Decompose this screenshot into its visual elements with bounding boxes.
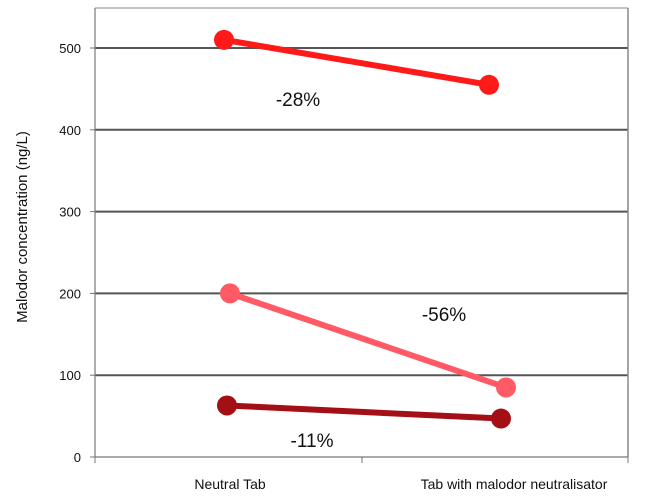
series-0-point-1 [479,74,499,95]
axes [90,8,629,463]
y-axis-title: Malodor concentration (ng/L) [14,131,31,323]
y-tick-labels: 0 100 200 300 400 500 [59,41,81,465]
series-0-line [221,36,492,88]
series-2-point-0 [217,395,237,416]
series-1-line [227,290,509,391]
series-2-point-1 [491,408,511,429]
y-tick-label-200: 200 [59,286,81,301]
series-1-point-1 [496,377,516,398]
annotation-series-1: -56% [422,305,466,326]
x-category-label-0: Neutral Tab [194,476,266,492]
annotations: -28% -56% -11% [276,90,466,452]
annotation-series-2: -11% [291,431,334,452]
y-tick-label-0: 0 [74,450,81,465]
annotation-series-0: -28% [276,90,320,111]
series-1-point-0 [220,283,240,304]
y-tick-label-100: 100 [59,368,81,383]
grid-lines [95,7,629,457]
y-tick-label-500: 500 [59,41,81,56]
series-group [214,29,516,429]
x-category-labels: Neutral Tab Tab with malodor neutralisato… [194,476,607,492]
y-tick-label-300: 300 [59,205,81,220]
series-0-point-0 [214,29,234,50]
series-2-line [224,402,504,422]
y-tick-label-400: 400 [59,123,81,138]
x-category-label-1: Tab with malodor neutralisator [421,476,608,492]
